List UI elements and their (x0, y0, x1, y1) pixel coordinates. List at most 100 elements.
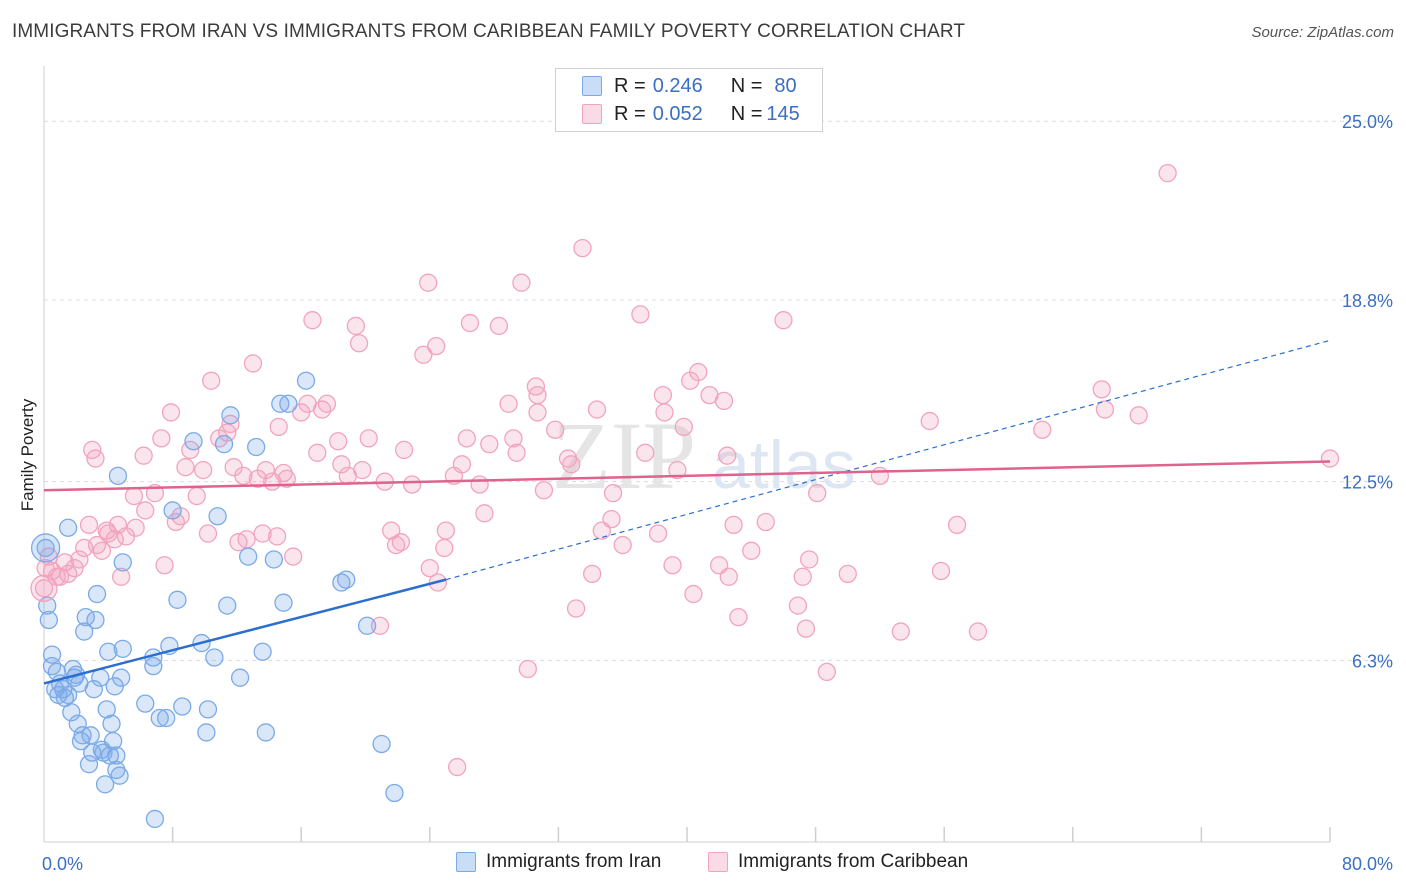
caribbean-point (267, 527, 287, 546)
legend-item-iran[interactable]: Immigrants from Iran (456, 851, 661, 873)
caribbean-point (112, 567, 131, 586)
caribbean-point (534, 481, 554, 500)
n-label: N = (730, 74, 763, 97)
chart-title: IMMIGRANTS FROM IRAN VS IMMIGRANTS FROM … (12, 21, 966, 42)
iran-point (279, 394, 298, 413)
caribbean-point (237, 530, 256, 549)
caribbean-point (891, 622, 910, 641)
iran-trend-line (43, 578, 447, 685)
caribbean-point (648, 524, 668, 543)
iran-point (253, 642, 272, 661)
iran-swatch (456, 852, 476, 872)
iran-point (112, 668, 131, 687)
y-tick-label: 18.8% (1342, 291, 1393, 311)
iran-point (239, 547, 258, 566)
iran-point (247, 437, 266, 457)
iran-point (87, 584, 107, 604)
watermark-atlas: atlas (712, 427, 856, 503)
caribbean-point (394, 440, 414, 460)
caribbean-point (470, 475, 489, 494)
caribbean-point (653, 385, 673, 405)
data-points (30, 163, 1340, 829)
iran-point (221, 406, 240, 425)
iran-point (256, 723, 275, 742)
caribbean-point (30, 574, 58, 602)
n-value: 80 (774, 74, 797, 97)
iran-point (113, 639, 132, 658)
iran-point (86, 610, 105, 630)
iran-point (150, 708, 169, 728)
iran-point (218, 596, 237, 615)
caribbean-point (198, 524, 218, 543)
iran-point (68, 714, 87, 733)
caribbean-point (65, 558, 84, 578)
caribbean-point (870, 466, 890, 486)
caribbean-point (663, 556, 682, 575)
r-value: 0.246 (652, 74, 703, 97)
caribbean-point (187, 486, 206, 506)
caribbean-point (947, 515, 967, 535)
caribbean-point (714, 391, 734, 411)
iran-point (75, 622, 94, 641)
caribbean-point (414, 345, 433, 364)
iran-point (385, 783, 404, 803)
iran-point (145, 809, 165, 829)
iran-point (274, 593, 293, 612)
caribbean-point (724, 515, 743, 535)
caribbean-point (55, 553, 75, 572)
caribbean-point (161, 403, 181, 422)
gridlines (44, 120, 1392, 661)
caribbean-point (126, 518, 145, 537)
caribbean-point (573, 238, 592, 258)
caribbean-point (718, 446, 737, 465)
iran-point (113, 553, 132, 572)
caribbean-point (435, 538, 454, 558)
caribbean-point (92, 541, 112, 560)
iran-swatch (582, 76, 602, 96)
caribbean-point (274, 463, 293, 483)
iran-point (163, 501, 182, 520)
n-value: 145 (766, 102, 800, 125)
caribbean-point (742, 541, 761, 560)
caribbean-trend-line (43, 460, 1331, 492)
caribbean-point (420, 558, 439, 578)
caribbean-point (796, 619, 816, 638)
caribbean-point (788, 596, 808, 615)
watermark: ZIP atlas (552, 402, 856, 509)
n-label: N = (730, 102, 763, 125)
caribbean-point (370, 616, 390, 635)
caribbean-point (655, 403, 674, 422)
iran-point (39, 610, 58, 630)
r-label: R = (614, 102, 646, 125)
iran-point (58, 518, 78, 537)
caribbean-point (346, 316, 366, 336)
r-value: 0.052 (652, 102, 703, 125)
iran-point (136, 694, 155, 713)
caribbean-point (427, 336, 446, 356)
caribbean-point (277, 469, 296, 488)
iran-point (97, 700, 116, 719)
caribbean-point (86, 449, 105, 468)
caribbean-point (34, 579, 54, 598)
caribbean-point (480, 434, 499, 454)
r-label: R = (614, 74, 646, 97)
iran-point (58, 685, 78, 705)
caribbean-point (674, 417, 693, 436)
iran-point (95, 775, 115, 794)
caribbean-point (460, 313, 480, 333)
axes (43, 66, 1331, 843)
legend-item-caribbean[interactable]: Immigrants from Caribbean (708, 851, 968, 873)
x-tick-label: 0.0% (42, 854, 83, 874)
source-credit: Source: ZipAtlas.com (1251, 24, 1394, 41)
x-tick-label: 80.0% (1342, 854, 1393, 874)
caribbean-point (79, 515, 99, 535)
caribbean-point (359, 429, 378, 448)
caribbean-point (566, 599, 586, 618)
caribbean-point (243, 354, 263, 373)
caribbean-point (166, 512, 185, 532)
iran-point (230, 668, 250, 687)
caribbean-point (729, 607, 748, 627)
iran-point (79, 755, 99, 774)
caribbean-point (756, 512, 775, 532)
